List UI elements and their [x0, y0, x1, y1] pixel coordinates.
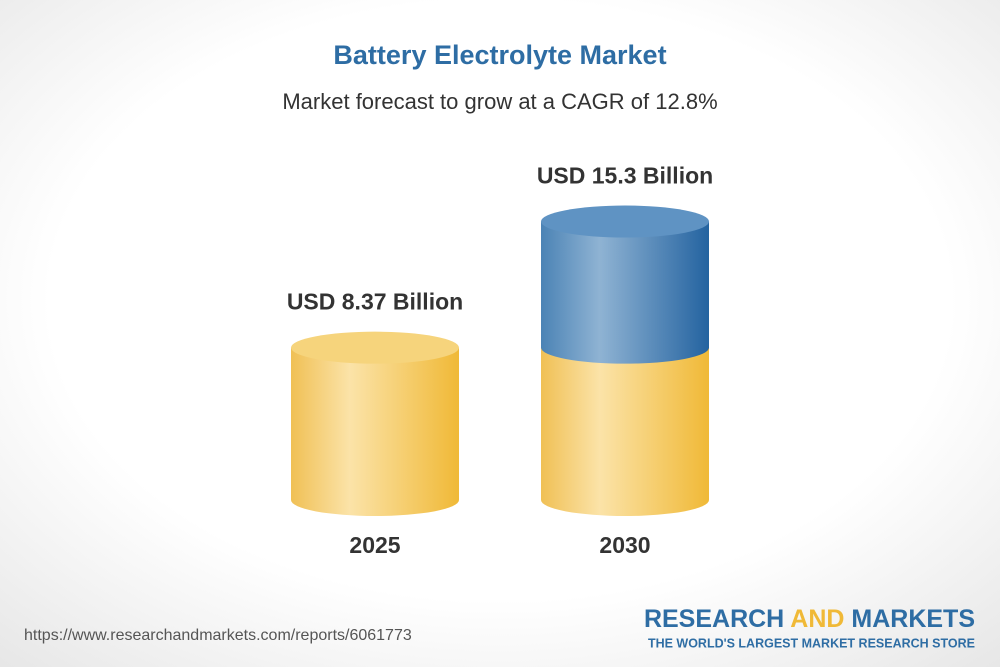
cylinder-top	[291, 331, 459, 364]
cylinder-base	[541, 347, 709, 516]
chart-title: Battery Electrolyte Market	[333, 40, 666, 70]
brand-word: MARKETS	[851, 605, 975, 633]
cylinder-top	[541, 205, 709, 238]
value-label: USD 8.37 Billion	[287, 289, 463, 315]
brand-tagline: THE WORLD'S LARGEST MARKET RESEARCH STOR…	[648, 636, 975, 650]
x-tick-label: 2025	[349, 532, 400, 558]
cylinder-body	[291, 347, 459, 516]
x-tick-label: 2030	[599, 532, 650, 558]
source-url: https://www.researchandmarkets.com/repor…	[24, 627, 412, 644]
brand-word: AND	[790, 605, 844, 633]
cylinder-growth	[541, 221, 709, 364]
value-label: USD 15.3 Billion	[537, 163, 713, 189]
chart-subtitle: Market forecast to grow at a CAGR of 12.…	[282, 89, 717, 114]
brand-logo: RESEARCH AND MARKETS	[644, 605, 975, 633]
brand-word: RESEARCH	[644, 605, 784, 633]
